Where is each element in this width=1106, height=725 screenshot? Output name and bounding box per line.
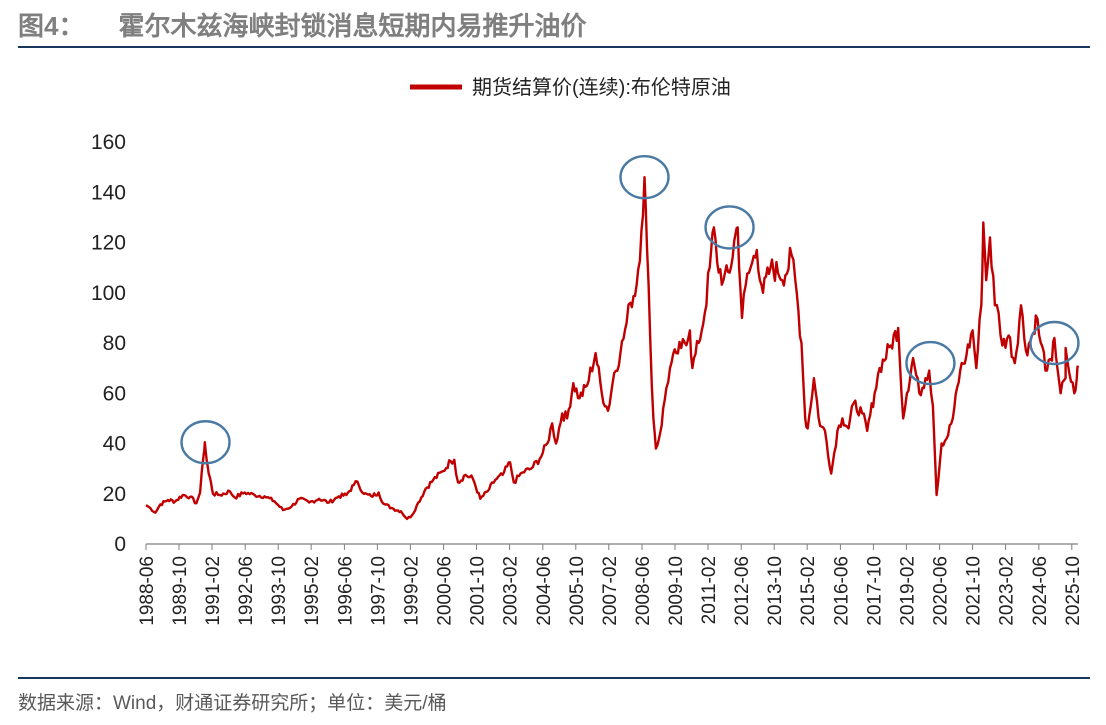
x-tick-label: 1993-10 (269, 556, 290, 626)
x-tick-label: 1995-02 (302, 556, 323, 626)
series-line-brent (145, 176, 1080, 521)
y-tick-label: 140 (91, 181, 126, 204)
x-tick-label: 2016-06 (831, 556, 852, 626)
x-tick-label: 2000-06 (435, 556, 456, 626)
legend: 期货结算价(连续):布伦特原油 (410, 76, 731, 99)
x-tick-label: 2003-02 (501, 556, 522, 626)
highlight-circle (704, 205, 755, 250)
x-tick-label: 1997-10 (368, 556, 389, 626)
highlight-circle (180, 420, 231, 465)
y-tick-label: 160 (91, 131, 126, 154)
x-tick-label: 2012-06 (732, 556, 753, 626)
x-tick-label: 2023-02 (997, 556, 1018, 626)
legend-label: 期货结算价(连续):布伦特原油 (472, 76, 731, 99)
highlight-layer (180, 154, 1080, 465)
x-axis: 1988-06 1989-10 1991-02 1992-06 1993-10 1995-… (137, 543, 1084, 626)
x-tick-label: 2017-10 (864, 556, 885, 626)
brent-price-line-chart: 期货结算价(连续):布伦特原油 0 20 40 60 80 100 120 140 160 19… (91, 76, 1084, 626)
y-tick-label: 60 (103, 382, 126, 405)
y-tick-label: 80 (103, 332, 126, 355)
figure-title-text: 霍尔木兹海峡封锁消息短期内易推升油价 (118, 11, 587, 41)
highlight-circle (905, 340, 956, 386)
x-tick-label: 1992-06 (236, 556, 257, 626)
x-tick-label: 2004-06 (534, 556, 555, 626)
x-tick-label: 2005-10 (567, 556, 588, 626)
x-tick-label: 1999-02 (401, 556, 422, 626)
x-tick-label: 2001-10 (468, 556, 489, 626)
figure-number: 图4： (18, 11, 85, 41)
highlight-circle (1029, 320, 1080, 366)
x-tick-label: 1996-06 (335, 556, 356, 626)
y-axis: 0 20 40 60 80 100 120 140 160 (91, 131, 126, 556)
x-tick-label: 2019-02 (897, 556, 918, 626)
series-layer (145, 176, 1080, 521)
y-tick-label: 100 (91, 282, 126, 305)
source-divider (18, 677, 1090, 679)
x-tick-label: 2007-02 (600, 556, 621, 626)
y-tick-label: 40 (103, 433, 126, 456)
x-tick-label: 2013-10 (765, 556, 786, 626)
x-tick-label: 2025-10 (1063, 556, 1084, 626)
x-tick-label: 1988-06 (137, 556, 158, 626)
figure-title: 图4： 霍尔木兹海峡封锁消息短期内易推升油价 (18, 6, 586, 43)
x-tick-label: 2008-06 (633, 556, 654, 626)
x-tick-label: 2021-10 (964, 556, 985, 626)
x-tick-label: 1991-02 (203, 556, 224, 626)
source-note: 数据来源：Wind，财通证券研究所；单位：美元/桶 (18, 693, 447, 714)
y-tick-label: 0 (114, 533, 126, 556)
x-tick-label: 2020-06 (931, 556, 952, 626)
x-tick-label: 2024-06 (1030, 556, 1051, 626)
title-divider (18, 46, 1090, 48)
x-tick-label: 2011-02 (699, 556, 720, 624)
x-tick-label: 1989-10 (170, 556, 191, 626)
y-tick-label: 120 (91, 232, 126, 255)
y-tick-label: 20 (103, 483, 126, 506)
x-tick-label: 2015-02 (798, 556, 819, 626)
x-tick-label: 2009-10 (666, 556, 687, 626)
highlight-circle (619, 154, 670, 200)
